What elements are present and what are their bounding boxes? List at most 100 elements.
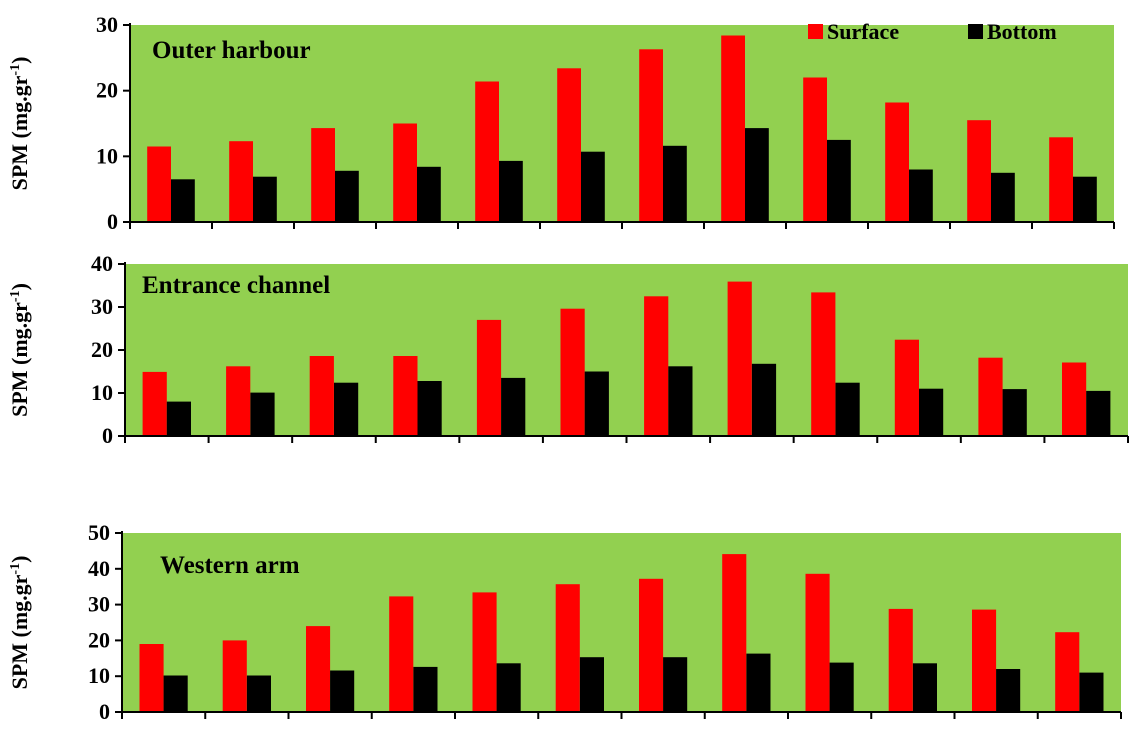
legend-swatch-bottom [968,24,983,39]
surface-bar-2 [222,640,247,712]
surface-bar-10 [894,339,919,436]
plot-area-background [125,264,1128,436]
bottom-bar-10 [912,663,937,712]
bottom-bar-1 [166,401,191,436]
plot-area-background [130,25,1114,222]
surface-bar-3 [311,128,335,222]
chart-panel-2: 0 10 20 30 40 Entrance channel SPM (mg.gr-1) [7,251,1129,448]
surface-bar-12 [1055,632,1080,712]
surface-bar-2 [229,141,253,222]
y-tick-label: 30 [96,12,118,37]
bottom-bar-6 [581,151,605,222]
surface-bar-8 [722,554,747,712]
surface-bar-12 [1049,137,1073,222]
chart-panel-1: 0 10 20 30 Outer harbour SPM (mg.gr-1) Surface… [7,12,1115,234]
bottom-bar-9 [827,139,851,222]
y-tick-label: 30 [88,592,110,617]
surface-bar-6 [557,68,581,222]
bottom-bar-9 [829,662,854,712]
legend: Surface Bottom [808,19,1057,44]
bottom-bar-8 [745,128,769,222]
surface-bar-10 [888,608,913,712]
bottom-bar-8 [746,653,771,712]
panel-title: Outer harbour [152,37,311,64]
bottom-bar-8 [751,363,777,436]
surface-bar-1 [142,371,167,436]
y-tick-label: 20 [88,627,110,652]
bottom-bar-4 [417,166,441,222]
surface-bar-3 [309,356,334,436]
surface-bar-1 [147,146,171,222]
surface-bar-5 [475,81,499,222]
bottom-bar-11 [1002,389,1027,436]
bottom-bar-12 [1079,672,1104,712]
surface-bar-3 [306,626,331,712]
surface-bar-6 [555,584,580,712]
surface-bar-2 [226,366,251,436]
surface-bar-4 [393,123,417,222]
y-axis-label-superscript: -1 [8,64,23,76]
surface-bar-7 [639,49,663,222]
y-tick-label: 40 [88,556,110,581]
y-tick-label: 10 [88,663,110,688]
y-axis-label-close: ) [7,556,32,563]
surface-bar-6 [560,308,585,436]
surface-bar-8 [721,35,745,222]
y-tick-label: 0 [107,209,118,234]
y-tick-label: 20 [96,78,118,103]
bottom-bar-2 [253,176,277,222]
bottom-bar-3 [334,382,359,436]
plot-area-background [122,533,1121,712]
bottom-bar-1 [171,179,195,222]
surface-bar-10 [885,102,909,222]
y-axis-label-superscript: -1 [8,290,23,302]
bottom-bar-1 [163,675,188,712]
surface-bar-9 [803,77,827,222]
bottom-bar-7 [668,366,693,436]
bottom-bar-5 [496,663,521,712]
y-axis-label: SPM (mg.gr-1) [7,57,32,191]
bottom-bar-11 [991,172,1015,223]
y-axis-label-superscript: -1 [8,563,23,575]
bottom-bar-12 [1073,176,1097,222]
legend-swatch-surface [808,24,823,39]
surface-bar-4 [389,596,414,712]
surface-bar-5 [472,592,497,712]
bottom-bar-10 [919,388,944,436]
bottom-bar-2 [250,392,275,436]
surface-bar-5 [476,319,502,436]
bottom-bar-4 [413,666,438,712]
bottom-bar-3 [335,170,359,222]
surface-bar-7 [644,296,669,437]
panel-title: Western arm [160,552,300,579]
y-tick-label: 20 [91,337,113,362]
bottom-bar-4 [417,381,442,436]
y-axis-label: SPM (mg.gr-1) [7,283,32,417]
bottom-bar-9 [835,382,860,436]
y-axis-label-close: ) [7,57,32,64]
surface-bar-1 [139,644,164,712]
y-axis-label: SPM (mg.gr-1) [7,556,32,690]
surface-bar-11 [972,609,997,712]
bottom-bar-5 [499,160,523,222]
surface-bar-12 [1062,362,1087,436]
bottom-bar-10 [909,169,933,222]
y-tick-label: 10 [91,380,113,405]
legend-label-bottom: Bottom [987,19,1057,44]
bottom-bar-12 [1086,390,1111,436]
surface-bar-11 [978,357,1003,436]
bottom-bar-2 [246,675,271,712]
y-tick-label: 50 [88,520,110,545]
surface-bar-7 [639,578,664,712]
y-tick-label: 40 [91,251,113,276]
surface-bar-9 [811,292,836,436]
bottom-bar-6 [579,657,604,712]
surface-bar-9 [805,573,830,712]
y-tick-label: 30 [91,294,113,319]
y-tick-label: 0 [102,423,113,448]
legend-label-surface: Surface [827,19,899,44]
y-tick-label: 10 [96,143,118,168]
bottom-bar-11 [996,669,1021,712]
y-tick-label: 0 [99,699,110,724]
